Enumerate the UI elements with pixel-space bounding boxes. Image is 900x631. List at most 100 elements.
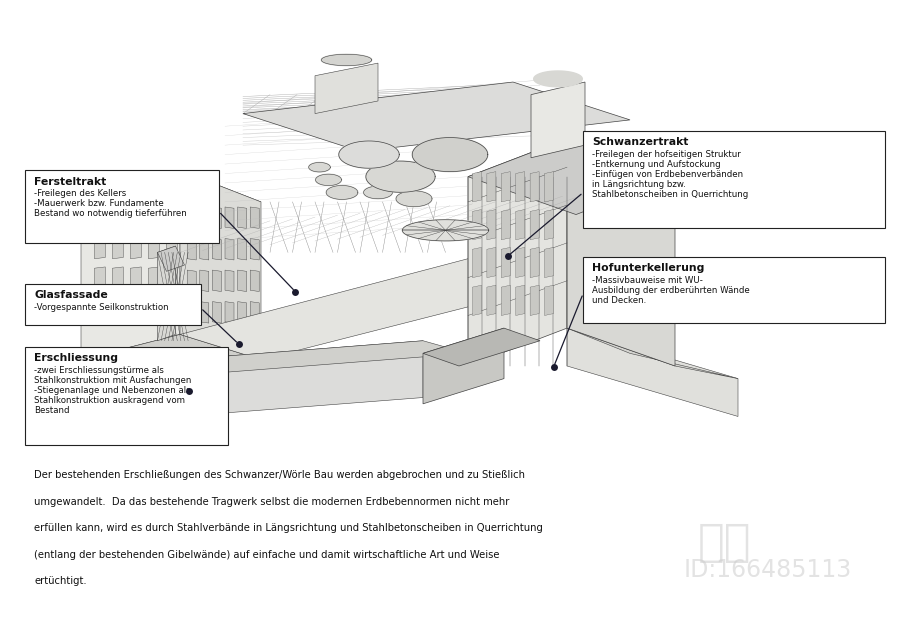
Polygon shape	[225, 239, 234, 260]
Text: Der bestehenden Erschließungen des Schwanzer/Wörle Bau werden abgebrochen und zu: Der bestehenden Erschließungen des Schwa…	[34, 470, 526, 480]
Polygon shape	[200, 302, 209, 323]
Polygon shape	[326, 186, 358, 199]
Polygon shape	[544, 172, 554, 202]
Polygon shape	[180, 170, 261, 360]
Polygon shape	[487, 247, 496, 278]
Polygon shape	[158, 246, 184, 271]
Polygon shape	[567, 139, 675, 366]
Text: Bestand: Bestand	[34, 406, 69, 415]
Polygon shape	[516, 285, 525, 316]
Bar	[583, 131, 885, 228]
Text: erfüllen kann, wird es durch Stahlverbände in Längsrichtung und Stahlbetonscheib: erfüllen kann, wird es durch Stahlverbän…	[34, 523, 543, 533]
Polygon shape	[250, 270, 259, 292]
Text: -Einfügen von Erdbebenverbänden: -Einfügen von Erdbebenverbänden	[592, 170, 743, 179]
Text: ID:166485113: ID:166485113	[684, 558, 852, 582]
Polygon shape	[315, 63, 378, 114]
Polygon shape	[468, 139, 675, 215]
Polygon shape	[130, 298, 141, 322]
Polygon shape	[148, 267, 159, 290]
Polygon shape	[180, 341, 423, 416]
Text: umgewandelt.  Da das bestehende Tragwerk selbst die modernen Erdbebennormen nich: umgewandelt. Da das bestehende Tragwerk …	[34, 497, 509, 507]
Polygon shape	[309, 163, 330, 172]
Polygon shape	[501, 247, 510, 278]
Text: Schwanzertrakt: Schwanzertrakt	[592, 137, 688, 147]
Polygon shape	[316, 174, 341, 186]
Bar	[25, 170, 219, 243]
Polygon shape	[530, 172, 539, 202]
Polygon shape	[567, 328, 738, 416]
Text: -zwei Erschliessungstürme als: -zwei Erschliessungstürme als	[34, 366, 164, 375]
Polygon shape	[212, 270, 221, 292]
Polygon shape	[530, 209, 539, 240]
Text: 知未: 知未	[698, 521, 751, 563]
Polygon shape	[112, 235, 123, 259]
Polygon shape	[516, 172, 525, 202]
Polygon shape	[94, 267, 105, 290]
Text: Stahlkonstruktion auskragend vom: Stahlkonstruktion auskragend vom	[34, 396, 185, 405]
Polygon shape	[321, 54, 372, 66]
Polygon shape	[112, 204, 123, 227]
Polygon shape	[423, 328, 504, 404]
Text: Erschliessung: Erschliessung	[34, 353, 118, 363]
Polygon shape	[544, 209, 554, 240]
Polygon shape	[187, 270, 196, 292]
Polygon shape	[364, 186, 392, 199]
Polygon shape	[487, 285, 496, 316]
Polygon shape	[130, 267, 141, 290]
Polygon shape	[180, 341, 468, 372]
Polygon shape	[130, 235, 141, 259]
Polygon shape	[472, 172, 482, 202]
Polygon shape	[472, 209, 482, 240]
Polygon shape	[158, 246, 176, 341]
Polygon shape	[487, 172, 496, 202]
Polygon shape	[81, 334, 180, 416]
Text: in Längsrichtung bzw.: in Längsrichtung bzw.	[592, 180, 686, 189]
Polygon shape	[468, 139, 567, 366]
Polygon shape	[94, 204, 105, 227]
Polygon shape	[366, 161, 436, 192]
Polygon shape	[250, 207, 259, 228]
Text: Ausbildung der erdberührten Wände: Ausbildung der erdberührten Wände	[592, 286, 750, 295]
Polygon shape	[200, 207, 209, 228]
Polygon shape	[212, 207, 221, 228]
Polygon shape	[148, 204, 159, 227]
Polygon shape	[225, 302, 234, 323]
Polygon shape	[544, 247, 554, 278]
Polygon shape	[187, 302, 196, 323]
Polygon shape	[516, 209, 525, 240]
Polygon shape	[567, 328, 738, 379]
Polygon shape	[166, 298, 177, 322]
Polygon shape	[238, 270, 247, 292]
Polygon shape	[187, 239, 196, 260]
Polygon shape	[501, 172, 510, 202]
Polygon shape	[212, 239, 221, 260]
Polygon shape	[501, 285, 510, 316]
Text: und Decken.: und Decken.	[592, 296, 646, 305]
Polygon shape	[338, 141, 400, 168]
Polygon shape	[200, 239, 209, 260]
Polygon shape	[402, 220, 489, 241]
Text: -Vorgespannte Seilkonstruktion: -Vorgespannte Seilkonstruktion	[34, 303, 169, 312]
Text: ertüchtigt.: ertüchtigt.	[34, 576, 86, 586]
Polygon shape	[94, 298, 105, 322]
Text: (entlang der bestehenden Gibelwände) auf einfache und damit wirtschaftliche Art : (entlang der bestehenden Gibelwände) auf…	[34, 550, 500, 560]
Polygon shape	[531, 82, 585, 158]
Polygon shape	[250, 239, 259, 260]
Polygon shape	[81, 170, 180, 366]
Text: Bestand wo notwendig tieferführen: Bestand wo notwendig tieferführen	[34, 209, 187, 218]
Polygon shape	[130, 204, 141, 227]
Polygon shape	[166, 235, 177, 259]
Polygon shape	[187, 207, 196, 228]
Text: -Freilegen der hofseitigen Struktur: -Freilegen der hofseitigen Struktur	[592, 150, 741, 158]
Polygon shape	[148, 298, 159, 322]
Text: -Entkernung und Aufstockung: -Entkernung und Aufstockung	[592, 160, 721, 168]
Polygon shape	[81, 170, 261, 233]
Text: -Stiegenanlage und Nebenzonen als: -Stiegenanlage und Nebenzonen als	[34, 386, 191, 395]
Polygon shape	[212, 302, 221, 323]
Polygon shape	[225, 207, 234, 228]
Polygon shape	[412, 138, 488, 172]
Polygon shape	[530, 247, 539, 278]
Bar	[25, 284, 201, 325]
Polygon shape	[112, 298, 123, 322]
Text: Glasfassade: Glasfassade	[34, 290, 108, 300]
